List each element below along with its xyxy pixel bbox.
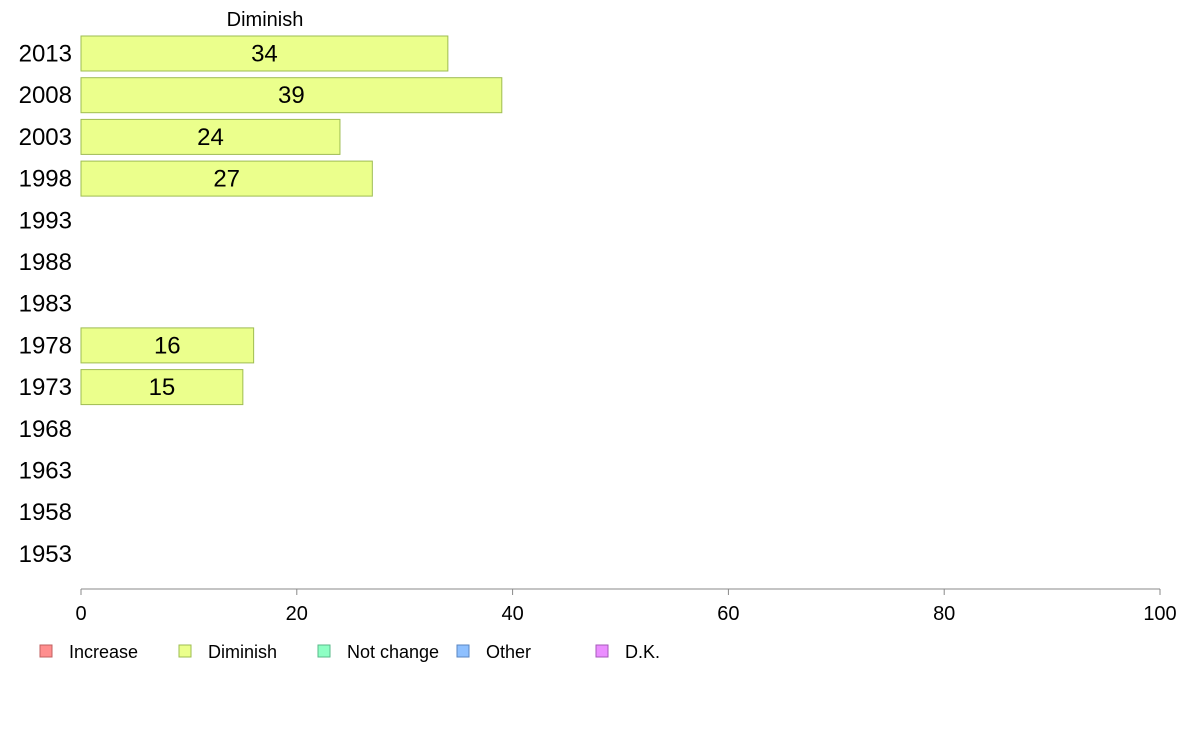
year-labels: 2013 2008 2003 1998 1993 1988 1983 1978 1973 1968…: [19, 41, 72, 568]
year-label-1998: 1998: [19, 166, 72, 193]
year-label-1978: 1978: [19, 332, 72, 359]
x-tick-label-40: 40: [501, 603, 523, 625]
bar-1978: [80, 327, 255, 364]
bar-1998: [80, 160, 373, 197]
year-label-1993: 1993: [19, 207, 72, 234]
legend: Increase Diminish Not change Other D.K.: [39, 642, 660, 662]
x-tick-label-80: 80: [933, 603, 955, 625]
x-axis: 0 20 40 60 80 100: [75, 588, 1177, 625]
legend-label-not-change: Not change: [347, 642, 439, 662]
x-tick-label-0: 0: [75, 603, 86, 625]
bar-label-1978: 16: [154, 332, 181, 359]
x-tick-label-60: 60: [717, 603, 739, 625]
bar-label-2008: 39: [278, 82, 305, 109]
bar-label-1998: 27: [213, 166, 240, 193]
year-label-2003: 2003: [19, 124, 72, 151]
year-label-1988: 1988: [19, 249, 72, 276]
legend-label-increase: Increase: [69, 642, 138, 662]
year-label-2008: 2008: [19, 82, 72, 109]
bar-1973: [80, 369, 244, 406]
x-tick-label-100: 100: [1143, 603, 1176, 625]
legend-swatch-other: [456, 644, 470, 658]
bar-label-2013: 34: [251, 41, 278, 68]
bar-2003: [80, 118, 341, 155]
year-label-1973: 1973: [19, 374, 72, 401]
year-label-1983: 1983: [19, 291, 72, 318]
legend-label-d-k-: D.K.: [625, 642, 660, 662]
x-tick-label-20: 20: [286, 603, 308, 625]
legend-swatch-diminish: [178, 644, 192, 658]
legend-label-other: Other: [486, 642, 531, 662]
legend-swatch-increase: [39, 644, 53, 658]
year-label-1953: 1953: [19, 541, 72, 568]
bar-2013: [80, 35, 449, 72]
panel-title: Diminish: [227, 9, 304, 31]
bar-label-2003: 24: [197, 124, 224, 151]
year-label-1968: 1968: [19, 416, 72, 443]
legend-label-diminish: Diminish: [208, 642, 277, 662]
year-label-1958: 1958: [19, 499, 72, 526]
year-label-1963: 1963: [19, 458, 72, 485]
bar-label-1973: 15: [149, 374, 176, 401]
bar-2008: [80, 77, 503, 114]
year-label-2013: 2013: [19, 41, 72, 68]
legend-swatch-not-change: [317, 644, 331, 658]
legend-swatch-d-k-: [595, 644, 609, 658]
